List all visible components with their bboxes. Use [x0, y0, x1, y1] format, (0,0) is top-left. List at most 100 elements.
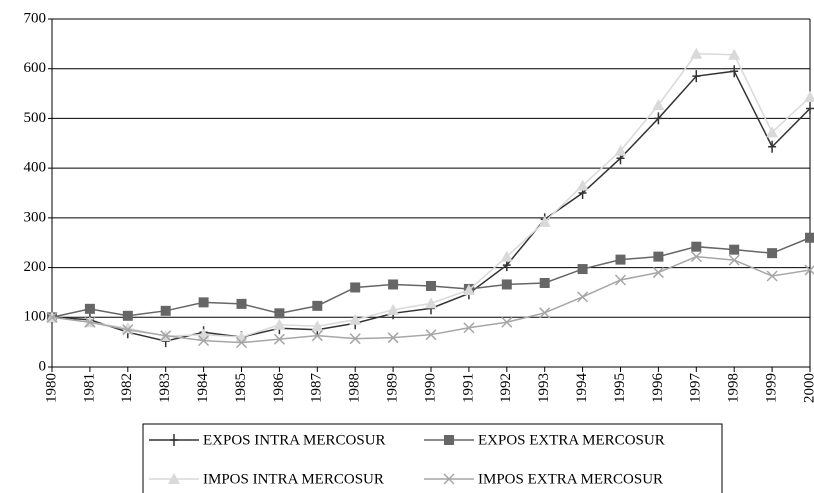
x-tick-label: 1995	[612, 373, 628, 403]
marker	[692, 70, 701, 83]
marker	[691, 241, 702, 252]
legend-label: EXPOS EXTRA MERCOSUR	[478, 432, 665, 448]
series-line	[51, 53, 811, 338]
marker	[728, 48, 741, 60]
marker	[462, 283, 475, 295]
y-tick-label: 700	[24, 10, 47, 26]
x-tick-label: 1983	[157, 373, 173, 403]
x-tick-label: 1984	[195, 373, 211, 404]
marker	[84, 303, 95, 314]
x-tick-label: 1993	[536, 373, 552, 403]
marker	[160, 305, 171, 316]
marker	[501, 316, 513, 328]
marker	[539, 277, 550, 288]
x-tick-label: 1982	[119, 373, 135, 403]
marker	[577, 264, 588, 275]
marker	[653, 251, 664, 262]
marker	[652, 267, 664, 279]
x-tick-label: 1991	[460, 373, 476, 403]
legend-label: IMPOS EXTRA MERCOSUR	[478, 471, 663, 487]
y-tick-label: 200	[24, 259, 47, 275]
marker	[806, 102, 814, 115]
marker	[350, 282, 361, 293]
marker	[236, 298, 247, 309]
marker	[690, 47, 703, 59]
legend-label: EXPOS INTRA MERCOSUR	[203, 432, 386, 448]
marker	[122, 310, 133, 321]
marker	[654, 112, 663, 125]
y-tick-label: 600	[24, 60, 47, 76]
x-tick-label: 1990	[422, 373, 438, 403]
marker	[312, 300, 323, 311]
x-tick-label: 1987	[309, 373, 325, 404]
marker	[170, 434, 178, 446]
marker	[387, 303, 400, 315]
marker	[160, 330, 172, 342]
marker	[614, 144, 627, 156]
marker	[84, 316, 96, 328]
marker	[168, 473, 180, 484]
y-tick-label: 0	[39, 358, 47, 374]
legend-box	[142, 423, 723, 493]
marker	[122, 324, 134, 336]
x-tick-label: 1997	[688, 373, 704, 404]
x-tick-label: 1980	[43, 373, 59, 403]
x-tick-label: 1981	[81, 373, 97, 403]
marker	[349, 313, 362, 325]
y-tick-label: 100	[24, 309, 47, 325]
x-tick-label: 1985	[233, 373, 249, 403]
marker	[767, 248, 778, 259]
x-tick-label: 1994	[574, 373, 590, 404]
marker	[443, 473, 455, 485]
x-tick-label: 1986	[271, 373, 287, 404]
x-tick-label: 1999	[764, 373, 780, 403]
marker	[273, 318, 286, 330]
x-tick-label: 1989	[385, 373, 401, 403]
marker	[766, 270, 778, 282]
marker	[501, 279, 512, 290]
marker	[388, 279, 399, 290]
marker	[615, 254, 626, 265]
x-tick-label: 1998	[726, 373, 742, 403]
marker	[538, 215, 551, 227]
marker	[730, 65, 739, 78]
marker	[311, 320, 324, 332]
marker	[728, 254, 740, 266]
marker	[804, 264, 814, 276]
x-tick-label: 1992	[498, 373, 514, 403]
y-tick-label: 400	[24, 160, 47, 176]
marker	[539, 307, 551, 319]
x-tick-label: 2000	[801, 373, 814, 403]
marker	[311, 330, 323, 342]
marker	[576, 179, 589, 191]
y-tick-label: 300	[24, 209, 47, 225]
marker	[349, 333, 361, 345]
marker	[614, 274, 627, 286]
marker	[463, 322, 475, 334]
marker	[426, 280, 436, 291]
marker	[198, 297, 209, 308]
marker	[804, 91, 814, 103]
marker	[577, 291, 589, 303]
x-tick-label: 1996	[650, 373, 666, 404]
marker	[425, 329, 437, 341]
y-tick-label: 500	[24, 110, 47, 126]
marker	[652, 99, 665, 111]
marker	[444, 435, 454, 445]
marker	[729, 244, 740, 255]
x-tick-label: 1988	[347, 373, 363, 403]
marker	[235, 337, 248, 349]
marker	[768, 140, 777, 153]
marker	[766, 126, 779, 138]
marker	[46, 311, 58, 323]
marker	[274, 308, 285, 319]
marker	[273, 333, 285, 345]
marker	[198, 335, 210, 347]
legend-label: IMPOS INTRA MERCOSUR	[203, 471, 384, 487]
marker	[425, 297, 437, 309]
marker	[500, 250, 513, 262]
marker	[387, 332, 399, 344]
marker	[690, 251, 702, 263]
